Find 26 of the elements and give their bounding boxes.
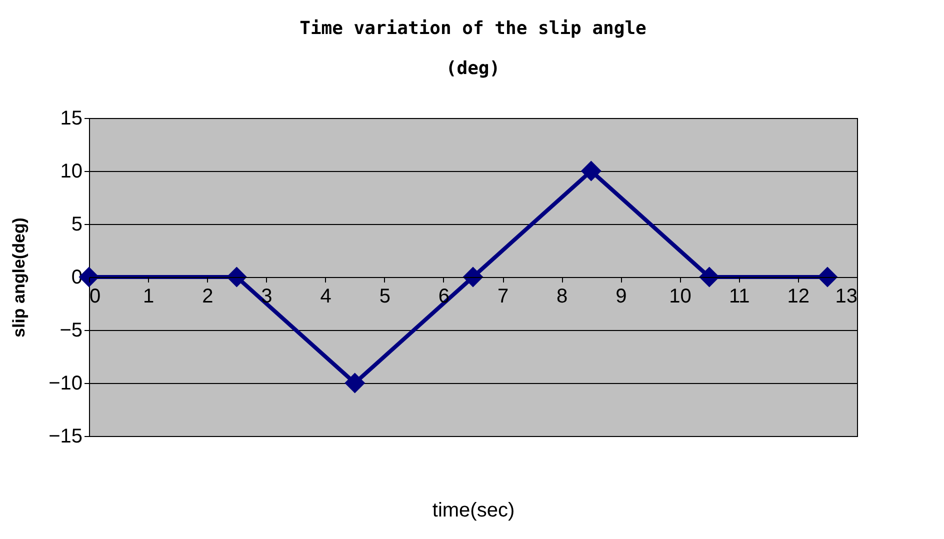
y-tick-label: 5 (71, 214, 82, 236)
x-tick-label: 9 (616, 286, 627, 308)
x-tick-label: 2 (202, 286, 214, 308)
x-tick-label: 4 (320, 286, 332, 308)
x-tick-label: 8 (556, 286, 568, 308)
x-tick-label: 1 (143, 286, 154, 308)
point (580, 160, 602, 182)
x-tick-label: 10 (669, 286, 692, 308)
y-tick-label: −15 (48, 426, 82, 448)
x-tick-label: 13 (835, 286, 858, 308)
x-tick-label: 0 (90, 286, 101, 308)
x-tick-label: 12 (787, 286, 810, 308)
chart-title: Time variation of the slip angle (deg) (300, 18, 647, 79)
x-tick-label: 11 (728, 286, 750, 308)
y-axis-title: slip angle(deg) (10, 218, 29, 338)
x-tick-label: 7 (497, 286, 509, 308)
y-tick-label: −5 (60, 320, 82, 342)
point (462, 266, 484, 288)
x-axis-title: time(sec) (432, 500, 515, 522)
x-tick-label: 5 (379, 286, 390, 308)
y-tick-label: 10 (60, 160, 82, 182)
point (817, 266, 838, 288)
y-tick-label: 15 (60, 108, 82, 130)
point (344, 372, 366, 394)
x-tick-label: 3 (261, 286, 272, 308)
y-tick-label: −10 (48, 372, 82, 394)
